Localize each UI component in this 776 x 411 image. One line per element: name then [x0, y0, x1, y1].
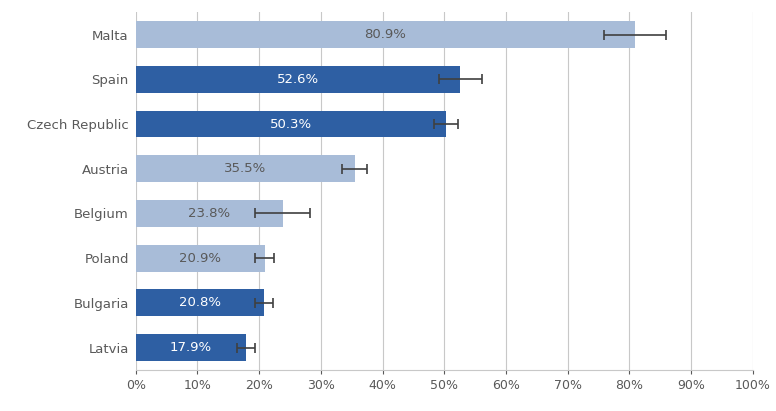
Bar	[136, 21, 635, 48]
Bar	[136, 289, 264, 316]
Text: 50.3%: 50.3%	[270, 118, 312, 131]
Text: 20.9%: 20.9%	[179, 252, 221, 265]
Text: 20.8%: 20.8%	[179, 296, 221, 309]
Text: 52.6%: 52.6%	[277, 73, 319, 86]
Text: 35.5%: 35.5%	[224, 162, 266, 175]
Text: 23.8%: 23.8%	[188, 207, 230, 220]
Bar	[136, 200, 282, 227]
Bar	[136, 155, 355, 182]
Bar	[136, 245, 265, 272]
Bar	[136, 334, 246, 361]
Text: 80.9%: 80.9%	[365, 28, 407, 41]
Bar	[136, 111, 446, 137]
Bar	[136, 66, 460, 93]
Text: 17.9%: 17.9%	[170, 341, 212, 354]
